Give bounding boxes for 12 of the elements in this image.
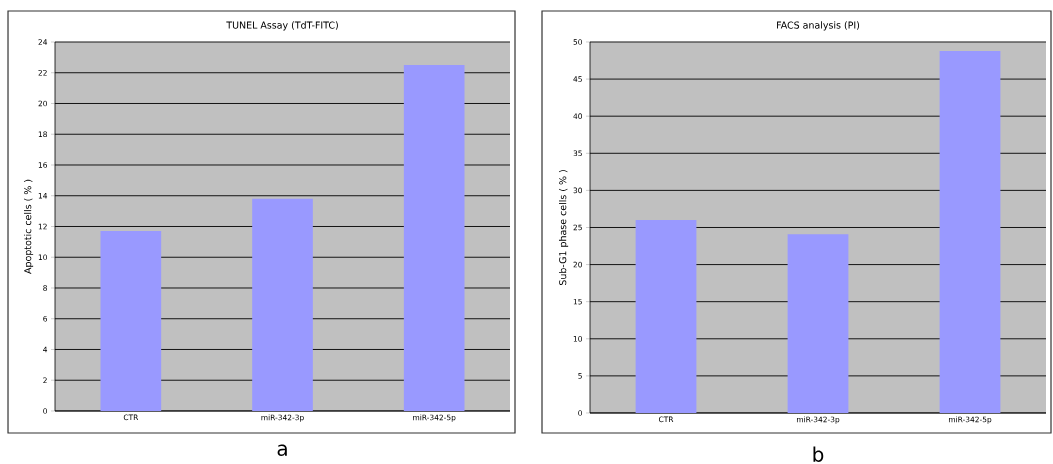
bar — [635, 220, 697, 413]
bar — [252, 198, 313, 411]
text: a — [277, 444, 287, 456]
chart-title: FACS analysis (PI) — [777, 21, 860, 31]
bar — [100, 231, 162, 411]
bar — [403, 65, 465, 411]
chart-title: TUNEL Assay (TdT-FITC) — [226, 21, 338, 31]
text: b — [813, 446, 824, 462]
bar — [939, 50, 1001, 413]
bar — [787, 234, 849, 413]
y-axis-title: Apoptotic cells ( % ) — [23, 179, 34, 274]
y-axis-title: Sub-G1 phase cells ( % ) — [558, 170, 569, 286]
